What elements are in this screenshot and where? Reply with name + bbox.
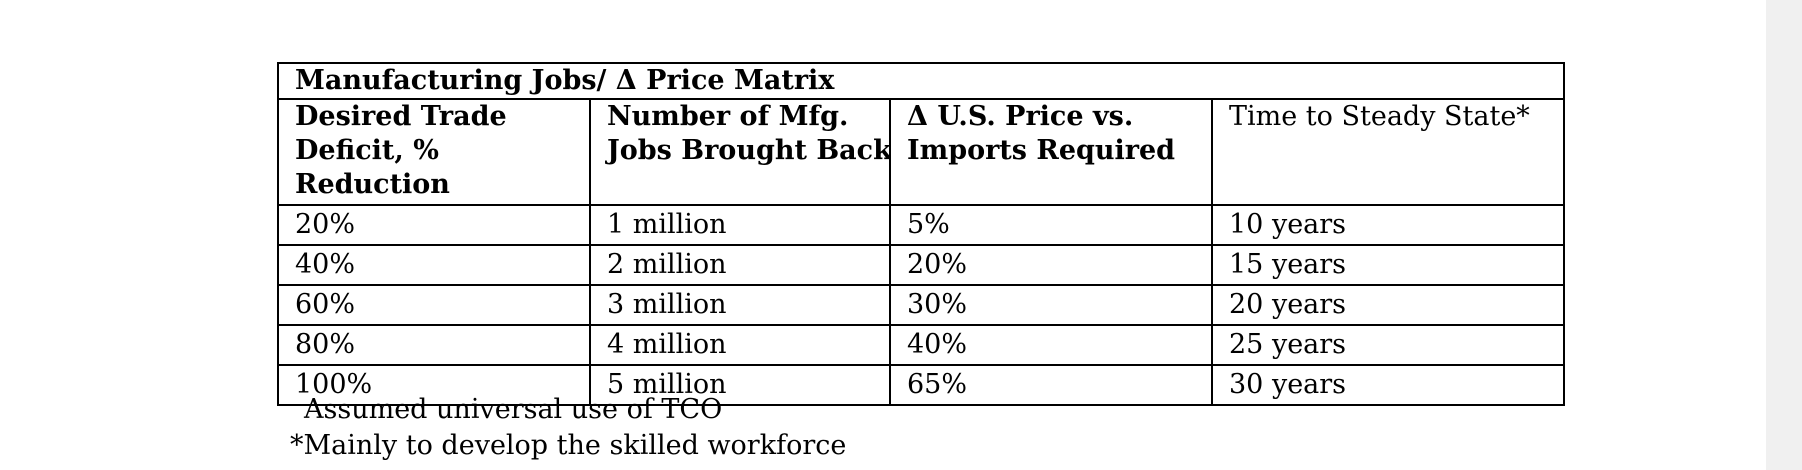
table-row: 100% 5 million 65% 30 years xyxy=(277,364,1566,406)
cell-deficit: 60% xyxy=(277,284,591,326)
cell-time: 25 years xyxy=(1210,324,1566,366)
cell-deficit: 40% xyxy=(277,244,591,286)
header-mfg-jobs: Number of Mfg. Jobs Brought Back xyxy=(589,98,891,206)
footnote-assumption: Assumed universal use of TCO xyxy=(304,394,723,425)
header-line: Time to Steady State* xyxy=(1229,101,1530,132)
footnote-steady-state: *Mainly to develop the skilled workforce xyxy=(290,430,847,461)
cell-price: 65% xyxy=(889,364,1213,406)
table-row: 20% 1 million 5% 10 years xyxy=(277,204,1566,246)
header-steady-state: Time to Steady State* xyxy=(1210,98,1566,206)
header-row: Desired Trade Deficit, % Reduction Numbe… xyxy=(277,98,1566,206)
header-line: Jobs Brought Back xyxy=(607,135,890,166)
cell-deficit: 100% xyxy=(277,364,591,406)
table-row: 40% 2 million 20% 15 years xyxy=(277,244,1566,286)
cell-deficit: 80% xyxy=(277,324,591,366)
header-price-delta: Δ U.S. Price vs. Imports Required xyxy=(889,98,1213,206)
cell-deficit: 20% xyxy=(277,204,591,246)
cell-jobs: 1 million xyxy=(589,204,891,246)
cell-jobs: 2 million xyxy=(589,244,891,286)
cell-jobs: 5 million xyxy=(589,364,891,406)
header-line: Number of Mfg. xyxy=(607,101,849,132)
cell-jobs: 4 million xyxy=(589,324,891,366)
table-title: Manufacturing Jobs/ Δ Price Matrix xyxy=(276,62,1566,100)
header-line: Deficit, % xyxy=(295,135,439,166)
table-row: 60% 3 million 30% 20 years xyxy=(277,284,1566,326)
cell-time: 30 years xyxy=(1210,364,1566,406)
header-line: Desired Trade xyxy=(295,101,507,132)
cell-jobs: 3 million xyxy=(589,284,891,326)
header-line: Reduction xyxy=(295,169,450,200)
cell-time: 20 years xyxy=(1210,284,1566,326)
cell-price: 40% xyxy=(889,324,1213,366)
table-row: 80% 4 million 40% 25 years xyxy=(277,324,1566,366)
page-margin-strip xyxy=(1766,0,1802,470)
cell-time: 10 years xyxy=(1210,204,1566,246)
cell-price: 30% xyxy=(889,284,1213,326)
price-matrix-table: Manufacturing Jobs/ Δ Price Matrix Desir… xyxy=(276,62,1566,406)
header-trade-deficit: Desired Trade Deficit, % Reduction xyxy=(277,98,591,206)
cell-time: 15 years xyxy=(1210,244,1566,286)
header-line: Imports Required xyxy=(907,135,1176,166)
cell-price: 20% xyxy=(889,244,1213,286)
header-line: Δ U.S. Price vs. xyxy=(907,101,1134,132)
footnotes: Assumed universal use of TCO *Mainly to … xyxy=(290,392,846,464)
cell-price: 5% xyxy=(889,204,1213,246)
